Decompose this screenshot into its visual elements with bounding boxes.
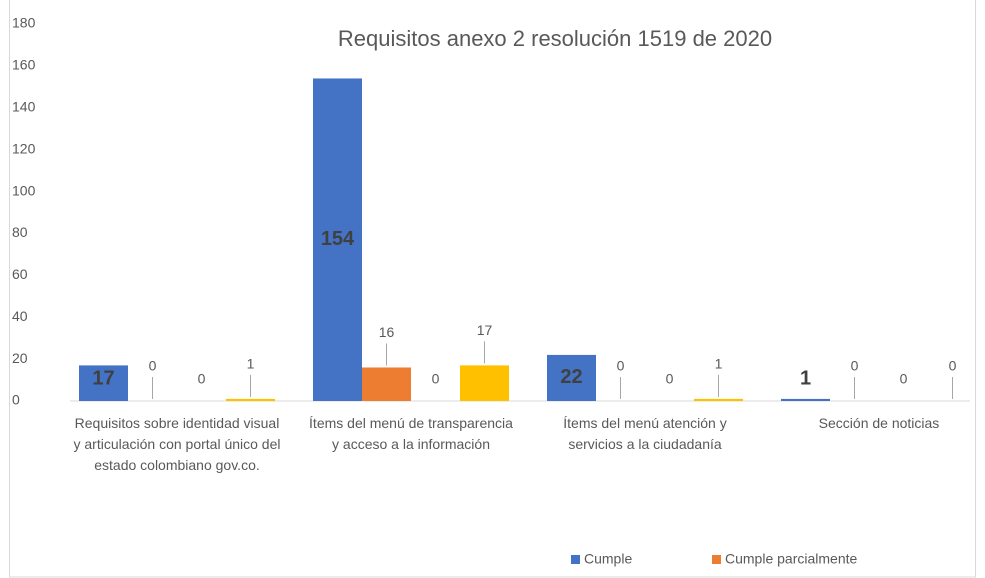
bar xyxy=(547,354,596,401)
data-label: 0 xyxy=(617,358,625,374)
data-label: 0 xyxy=(900,371,908,387)
legend-label: Cumple parcialmente xyxy=(725,551,857,567)
legend-swatch xyxy=(571,555,580,564)
y-tick-label: 0 xyxy=(12,392,20,408)
data-label: 1 xyxy=(715,356,723,372)
x-tick-label-box: Sección de noticias xyxy=(818,415,940,431)
data-label: 0 xyxy=(198,371,206,387)
bar xyxy=(79,365,128,401)
data-label: 0 xyxy=(149,358,157,374)
legend-swatch xyxy=(712,555,721,564)
x-tick-label: Ítems del menú atención y servicios a la… xyxy=(563,415,727,452)
data-label: 0 xyxy=(851,358,859,374)
legend-label: Cumple xyxy=(584,551,632,567)
chart-frame xyxy=(9,0,976,578)
bar xyxy=(781,398,830,401)
x-tick-label-box: Ítems del menú atención y servicios a la… xyxy=(563,415,727,452)
y-tick-label: 100 xyxy=(12,182,36,198)
bar xyxy=(694,398,743,401)
x-tick-label: Requisitos sobre identidad visual y arti… xyxy=(73,415,281,473)
data-label: 1 xyxy=(247,356,255,372)
x-tick-label-box: Requisitos sobre identidad visual y arti… xyxy=(73,415,281,473)
data-label: 154 xyxy=(321,228,355,250)
data-label: 0 xyxy=(432,371,440,387)
data-label: 17 xyxy=(477,322,493,338)
y-tick-label: 20 xyxy=(12,350,28,366)
data-label: 0 xyxy=(666,371,674,387)
y-tick-label: 140 xyxy=(12,98,36,114)
data-label: 1 xyxy=(800,367,811,389)
data-label: 0 xyxy=(949,358,957,374)
y-tick-label: 180 xyxy=(12,15,36,31)
x-tick-label-box: Ítems del menú de transparencia y acceso… xyxy=(309,415,513,452)
x-tick-label: Sección de noticias xyxy=(818,415,940,431)
x-tick-label: Ítems del menú de transparencia y acceso… xyxy=(309,415,513,452)
y-tick-label: 80 xyxy=(12,224,28,240)
bar xyxy=(313,78,362,401)
chart-title: Requisitos anexo 2 resolución 1519 de 20… xyxy=(338,26,772,51)
y-tick-label: 160 xyxy=(12,57,36,73)
y-tick-label: 60 xyxy=(12,266,28,282)
bar xyxy=(226,398,275,401)
data-label: 16 xyxy=(379,324,395,340)
y-tick-label: 40 xyxy=(12,308,28,324)
y-tick-label: 120 xyxy=(12,140,36,156)
data-label: 17 xyxy=(92,367,114,389)
bar xyxy=(362,367,411,401)
data-label: 22 xyxy=(560,366,582,388)
bar xyxy=(460,365,509,401)
